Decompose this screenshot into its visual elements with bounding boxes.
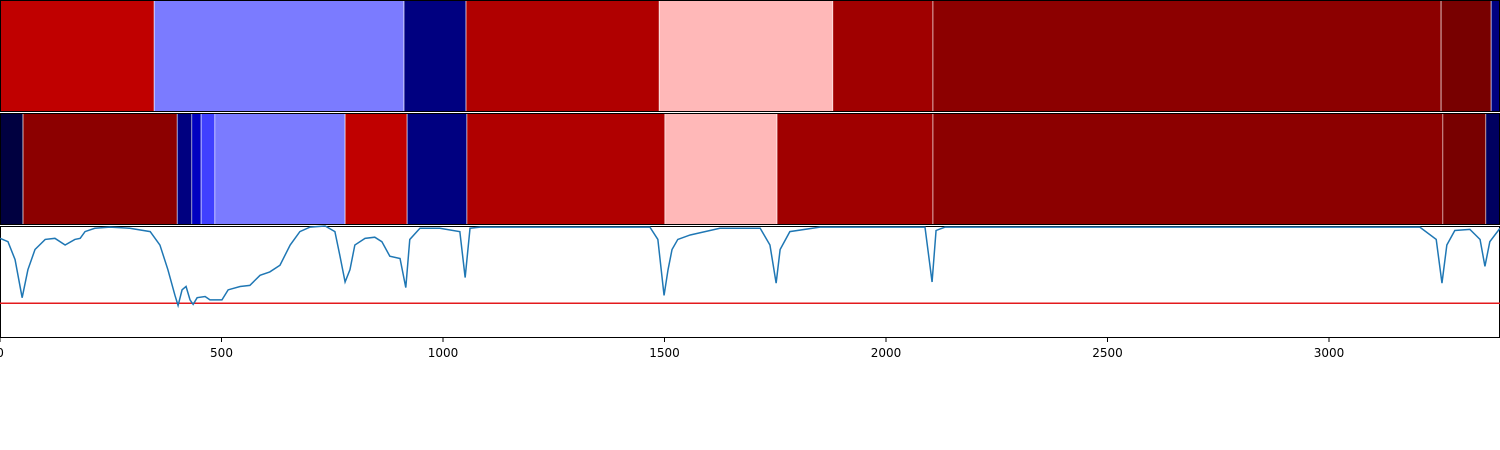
segment: [658, 0, 834, 113]
segment: [664, 112, 778, 226]
x-tick-label: 3000: [1314, 346, 1345, 360]
plot-frame: [0, 226, 1500, 338]
x-tick-label: 2500: [1092, 346, 1123, 360]
x-tick-label: 0: [0, 346, 4, 360]
segment: [0, 112, 24, 226]
segment: [200, 112, 216, 226]
segment: [1440, 0, 1492, 113]
x-tick-label: 1500: [649, 346, 680, 360]
segment: [403, 0, 467, 113]
segment: [776, 112, 934, 226]
segment: [466, 112, 666, 226]
segment: [344, 112, 408, 226]
x-tick-label: 500: [210, 346, 233, 360]
segment: [176, 112, 193, 226]
x-tick-label: 2000: [871, 346, 902, 360]
segment: [1442, 112, 1487, 226]
segment: [1490, 0, 1500, 113]
segment: [932, 112, 1444, 226]
segment: [22, 112, 178, 226]
signal-line: [0, 225, 1500, 309]
segment: [0, 0, 155, 113]
segment: [1485, 112, 1500, 226]
segment: [153, 0, 405, 113]
segment: [932, 0, 1442, 113]
segment: [191, 112, 202, 226]
segment: [406, 112, 468, 226]
segment: [832, 0, 934, 113]
x-tick-label: 1000: [428, 346, 459, 360]
segment: [465, 0, 660, 113]
segment: [214, 112, 346, 226]
